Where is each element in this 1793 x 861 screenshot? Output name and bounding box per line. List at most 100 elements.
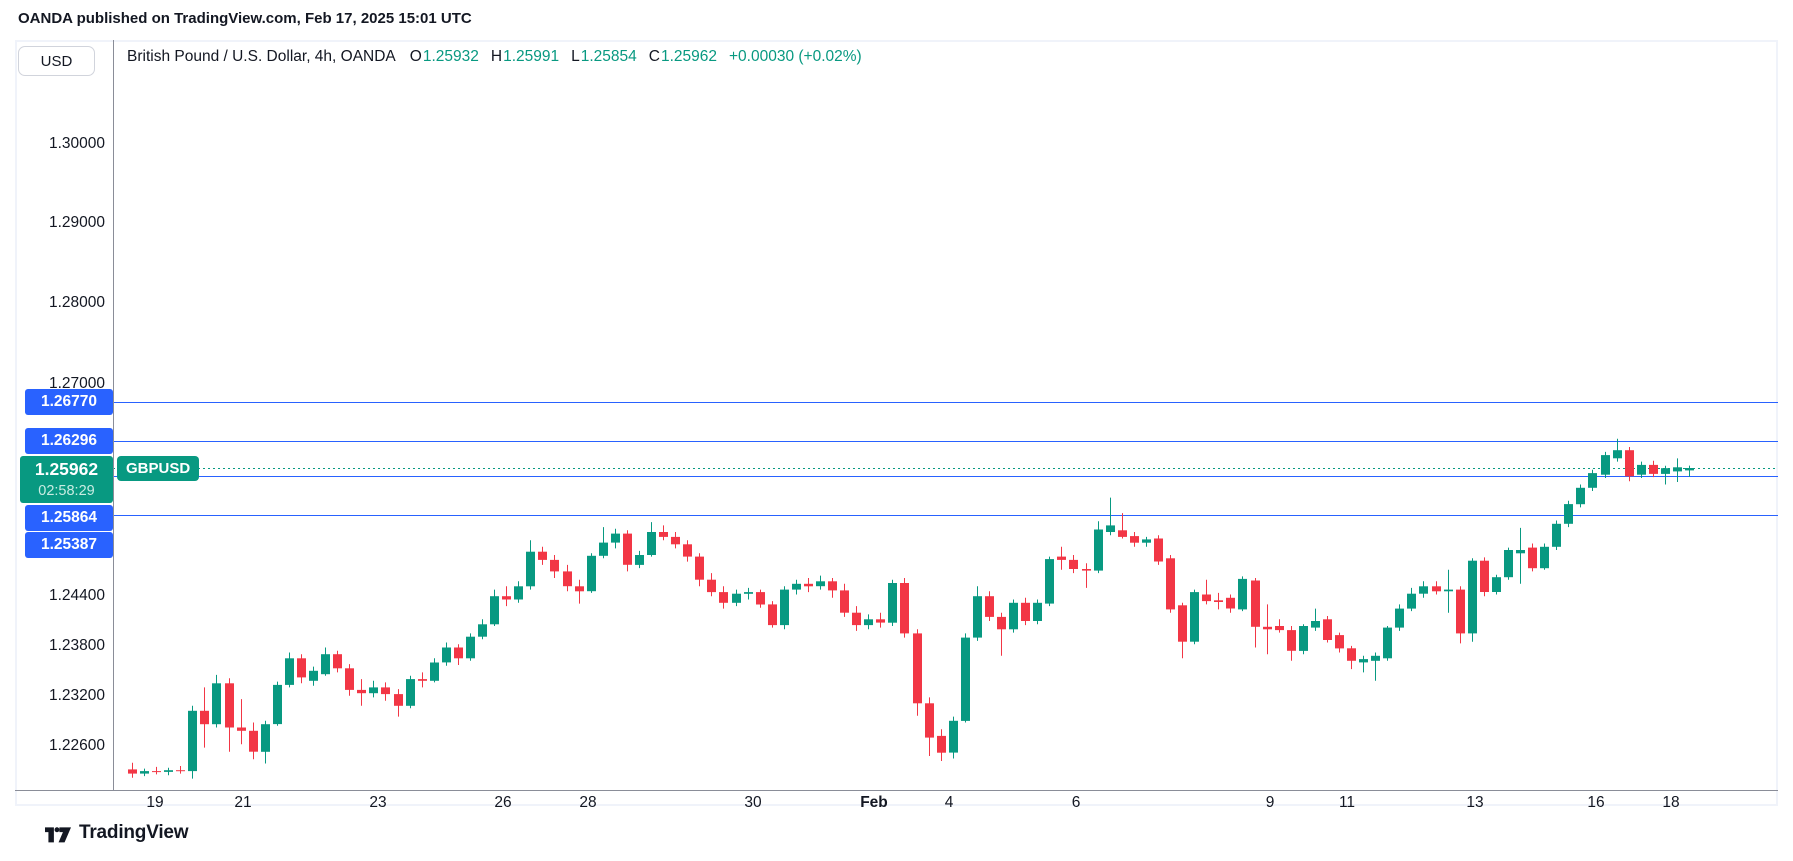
candle (1069, 555, 1078, 574)
candle (1238, 576, 1247, 612)
candle (1263, 604, 1272, 655)
candle (538, 546, 547, 565)
candle (925, 697, 934, 756)
candle-body (1371, 655, 1380, 661)
candle-body (973, 596, 982, 638)
price-axis-separator (113, 40, 114, 790)
candle-body (454, 647, 463, 659)
candle-body (840, 590, 849, 613)
chart-legend[interactable]: British Pound / U.S. Dollar, 4h, OANDA O… (127, 48, 862, 66)
tradingview-logo-text: TradingView (79, 822, 189, 843)
candle-body (1456, 589, 1465, 634)
candle (333, 650, 342, 673)
time-tick-label: 18 (1662, 794, 1680, 811)
candle-body (671, 536, 680, 545)
candle-body (369, 687, 378, 694)
alert-price-badge[interactable]: 1.25864 (25, 504, 113, 531)
candle (611, 528, 620, 549)
candle (454, 644, 463, 665)
candle (1383, 626, 1392, 661)
candle-body (563, 571, 572, 587)
candle-body (128, 769, 137, 774)
time-tick-label: 16 (1587, 794, 1605, 811)
candle-body (225, 683, 234, 728)
candle (852, 606, 861, 631)
candle-body (961, 637, 970, 721)
candle-body (1251, 580, 1260, 627)
current-price-badge[interactable]: 1.25962 02:58:29 (20, 455, 113, 503)
candle-body (478, 624, 487, 637)
candle (1504, 547, 1513, 580)
candle-body (1057, 556, 1066, 560)
time-tick-label: 11 (1338, 794, 1356, 811)
candle-body (1395, 608, 1404, 628)
candle (164, 767, 173, 776)
candle-body (273, 684, 282, 725)
candle-body (285, 658, 294, 685)
candle (1468, 558, 1477, 642)
time-tick-label: 21 (234, 794, 252, 811)
candle (876, 612, 885, 628)
candle (1661, 465, 1670, 485)
candle (1637, 461, 1646, 478)
candle (550, 555, 559, 578)
candle-body (804, 583, 813, 587)
candle-body (1685, 468, 1694, 471)
alert-price-badge[interactable]: 1.26296 (25, 428, 113, 454)
currency-toggle-button[interactable]: USD (18, 46, 95, 76)
time-tick-label: 13 (1466, 794, 1484, 811)
candle-body (599, 542, 608, 556)
candle-body (1202, 594, 1211, 602)
candle (1516, 527, 1525, 584)
candle (732, 589, 741, 607)
candle (973, 586, 982, 641)
candle (719, 586, 728, 609)
candle-body (816, 581, 825, 587)
candle-body (176, 770, 185, 772)
candle-body (1335, 635, 1344, 649)
candle-body (1347, 648, 1356, 661)
candle (888, 579, 897, 626)
candle (502, 586, 511, 607)
candle (623, 530, 632, 572)
candle-body (430, 662, 439, 681)
candle (1407, 587, 1416, 612)
candle (200, 687, 209, 748)
candle (1275, 619, 1284, 633)
candle (575, 579, 584, 604)
candle-body (321, 654, 330, 675)
candle-body (1045, 559, 1054, 604)
time-tick-label: Feb (860, 794, 888, 811)
attribution-text: OANDA published on TradingView.com, Feb … (18, 10, 472, 27)
candle-body (212, 683, 221, 725)
alert-price-badge[interactable]: 1.26770 (25, 389, 113, 415)
alert-price-badge[interactable]: 1.25387 (25, 531, 113, 558)
candle-body (1299, 626, 1308, 651)
candle (1576, 484, 1585, 508)
candle (1673, 458, 1682, 482)
candle-body (249, 730, 258, 752)
candle (768, 601, 777, 628)
candle (1214, 592, 1223, 610)
candle (1057, 546, 1066, 570)
candle-body (925, 703, 934, 738)
candle (1552, 520, 1561, 550)
candle-body (406, 679, 415, 706)
candle-body (937, 735, 946, 753)
candle (430, 658, 439, 683)
candle-body (756, 592, 765, 605)
candle (1432, 581, 1441, 595)
candle-body (188, 710, 197, 772)
candle (1601, 451, 1610, 478)
candle-body (502, 596, 511, 600)
tradingview-logo[interactable]: TradingView (45, 822, 189, 844)
candle-body (164, 770, 173, 772)
candle-body (780, 589, 789, 626)
candle-body (140, 771, 149, 774)
candle-body (1190, 592, 1199, 642)
candle-body (888, 583, 897, 623)
candle-body (1528, 547, 1537, 569)
symbol-price-marker[interactable]: GBPUSD (117, 456, 200, 481)
time-tick-label: 26 (494, 794, 512, 811)
candle-body (1601, 455, 1610, 475)
